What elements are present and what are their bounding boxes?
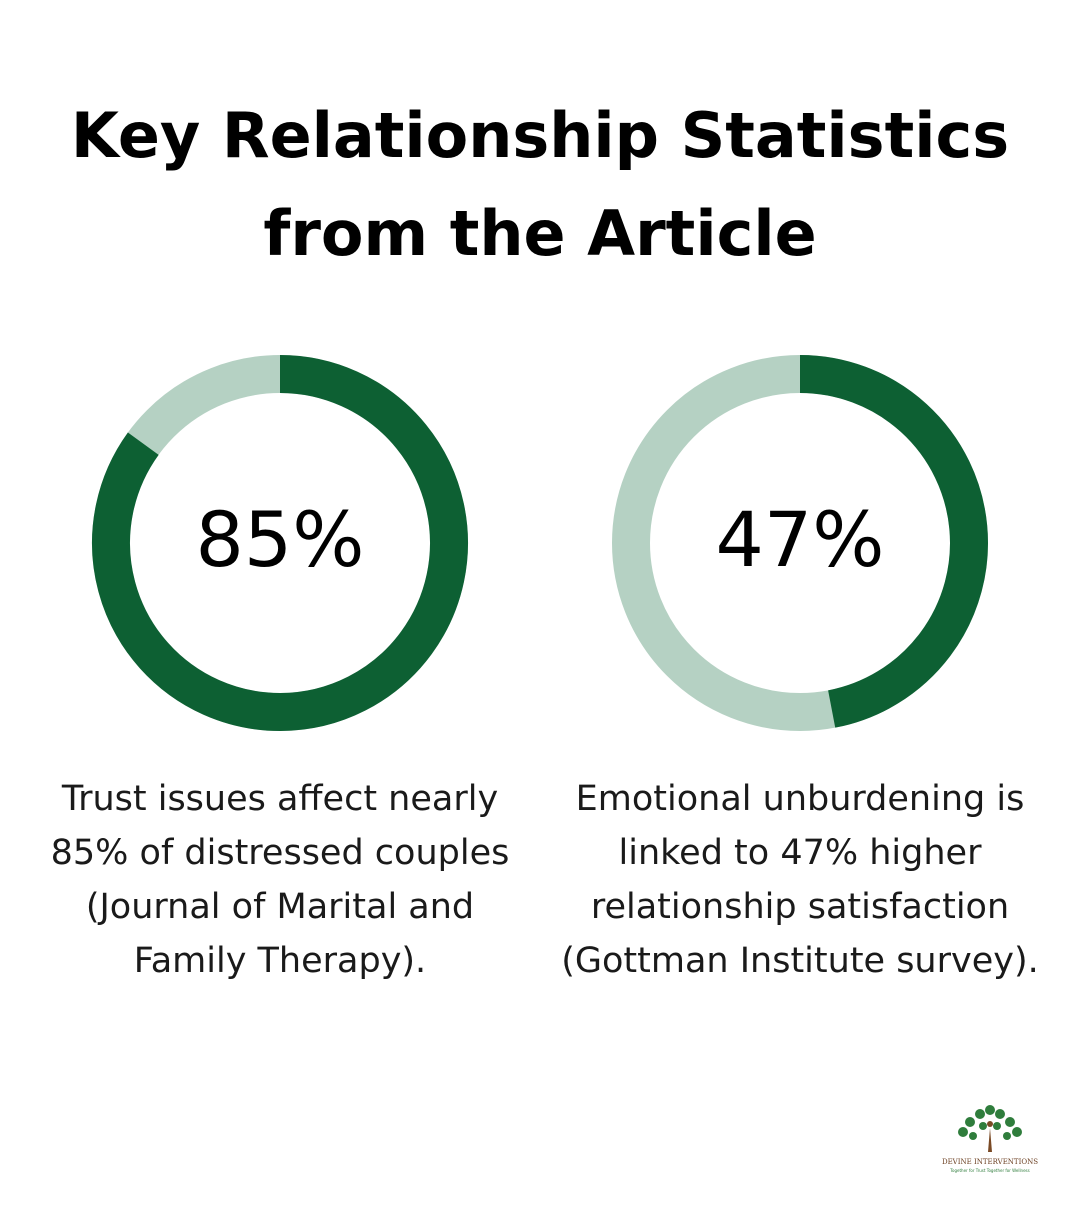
description-line: (Gottman Institute survey).	[561, 941, 1039, 981]
donut-segment	[799, 355, 988, 728]
value-label: 47%	[716, 495, 885, 584]
description-line: linked to 47% higher	[619, 833, 983, 873]
title-line: Key Relationship Statistics	[71, 99, 1009, 172]
logo-name: DEVINE INTERVENTIONS	[942, 1158, 1038, 1166]
description-line: 85% of distressed couples	[51, 833, 510, 873]
logo: DEVINE INTERVENTIONS Together for Trust …	[942, 1105, 1038, 1173]
title-line: from the Article	[263, 197, 816, 270]
description-line: Family Therapy).	[134, 941, 426, 981]
value-label: 85%	[196, 495, 365, 584]
description-line: Trust issues affect nearly	[61, 779, 498, 819]
description-line: (Journal of Marital and	[86, 887, 474, 927]
logo-tagline: Together for Trust Together for Wellness	[949, 1168, 1029, 1173]
description-line: relationship satisfaction	[591, 887, 1009, 927]
donut-segment	[92, 355, 468, 731]
description-line: Emotional unburdening is	[576, 779, 1025, 819]
